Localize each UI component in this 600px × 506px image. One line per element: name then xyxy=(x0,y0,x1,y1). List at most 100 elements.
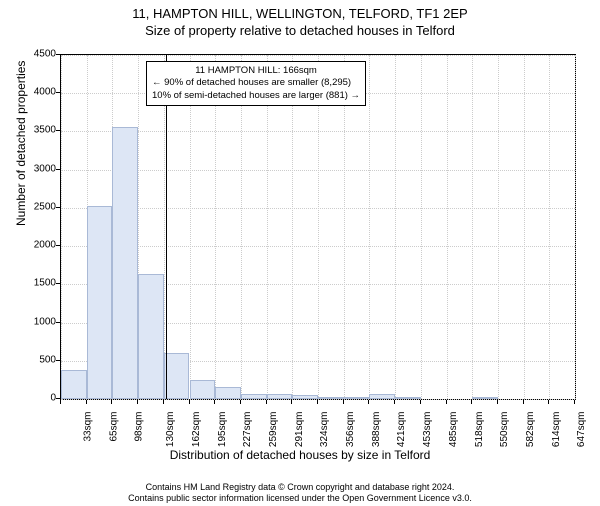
xtick-mark xyxy=(497,400,498,404)
histogram-bar xyxy=(472,397,498,399)
annotation-box: 11 HAMPTON HILL: 166sqm ← 90% of detache… xyxy=(146,61,366,106)
grid-line-v xyxy=(318,55,319,399)
xtick-mark xyxy=(214,400,215,404)
xtick-mark xyxy=(368,400,369,404)
xtick-label: 195sqm xyxy=(217,412,228,448)
xtick-mark xyxy=(394,400,395,404)
chart-title-sub: Size of property relative to detached ho… xyxy=(0,23,600,38)
xtick-label: 98sqm xyxy=(134,412,145,442)
xtick-mark xyxy=(548,400,549,404)
xtick-mark xyxy=(291,400,292,404)
plot-area: 11 HAMPTON HILL: 166sqm ← 90% of detache… xyxy=(60,54,576,400)
ytick-mark xyxy=(56,207,60,208)
xtick-mark xyxy=(446,400,447,404)
y-axis-label: Number of detached properties xyxy=(14,61,28,226)
footer: Contains HM Land Registry data © Crown c… xyxy=(0,482,600,504)
ytick-mark xyxy=(56,92,60,93)
xtick-mark xyxy=(163,400,164,404)
histogram-bar xyxy=(369,394,395,399)
histogram-bar xyxy=(138,274,164,399)
xtick-mark xyxy=(471,400,472,404)
grid-line-v xyxy=(241,55,242,399)
ytick-label: 4500 xyxy=(34,49,56,60)
histogram-bar xyxy=(344,397,370,399)
ytick-label: 2500 xyxy=(34,201,56,212)
xtick-label: 162sqm xyxy=(191,412,202,448)
xtick-mark xyxy=(189,400,190,404)
annotation-line3: 10% of semi-detached houses are larger (… xyxy=(152,90,360,102)
xtick-mark xyxy=(111,400,112,404)
xtick-label: 65sqm xyxy=(108,412,119,442)
ytick-label: 3000 xyxy=(34,163,56,174)
xtick-label: 550sqm xyxy=(499,412,510,448)
grid-line-v xyxy=(61,55,62,399)
xtick-mark xyxy=(86,400,87,404)
ytick-mark xyxy=(56,322,60,323)
xtick-mark xyxy=(240,400,241,404)
grid-line-v xyxy=(575,55,576,399)
xtick-label: 324sqm xyxy=(319,412,330,448)
xtick-label: 259sqm xyxy=(268,412,279,448)
xtick-label: 33sqm xyxy=(83,412,94,442)
xtick-label: 388sqm xyxy=(371,412,382,448)
histogram-bar xyxy=(87,206,113,399)
ytick-label: 3500 xyxy=(34,125,56,136)
grid-line-h xyxy=(61,399,575,400)
xtick-label: 453sqm xyxy=(422,412,433,448)
grid-line-v xyxy=(215,55,216,399)
annotation-line2: ← 90% of detached houses are smaller (8,… xyxy=(152,77,360,89)
xtick-label: 614sqm xyxy=(551,412,562,448)
ytick-label: 1000 xyxy=(34,316,56,327)
annotation-line1: 11 HAMPTON HILL: 166sqm xyxy=(152,65,360,77)
grid-line-v xyxy=(421,55,422,399)
ytick-mark xyxy=(56,169,60,170)
histogram-bar xyxy=(318,397,344,399)
xtick-label: 647sqm xyxy=(576,412,587,448)
xtick-mark xyxy=(317,400,318,404)
histogram-bar xyxy=(164,353,190,399)
grid-line-v xyxy=(524,55,525,399)
xtick-mark xyxy=(343,400,344,404)
histogram-bar xyxy=(215,387,241,399)
ytick-mark xyxy=(56,283,60,284)
xtick-label: 485sqm xyxy=(448,412,459,448)
ytick-mark xyxy=(56,360,60,361)
grid-line-v xyxy=(164,55,165,399)
xtick-label: 291sqm xyxy=(294,412,305,448)
xtick-label: 130sqm xyxy=(165,412,176,448)
xtick-mark xyxy=(420,400,421,404)
footer-line1: Contains HM Land Registry data © Crown c… xyxy=(0,482,600,493)
grid-line-v xyxy=(267,55,268,399)
x-axis-label: Distribution of detached houses by size … xyxy=(0,448,600,462)
xtick-label: 518sqm xyxy=(474,412,485,448)
xtick-mark xyxy=(266,400,267,404)
histogram-bar xyxy=(61,370,87,399)
xtick-mark xyxy=(137,400,138,404)
grid-line-v xyxy=(395,55,396,399)
xtick-label: 421sqm xyxy=(396,412,407,448)
histogram-bar xyxy=(292,395,318,399)
ytick-label: 1500 xyxy=(34,278,56,289)
grid-line-v xyxy=(498,55,499,399)
grid-line-v xyxy=(190,55,191,399)
grid-line-v xyxy=(549,55,550,399)
ytick-mark xyxy=(56,130,60,131)
histogram-bar xyxy=(267,394,293,399)
chart-title-main: 11, HAMPTON HILL, WELLINGTON, TELFORD, T… xyxy=(0,6,600,21)
ytick-mark xyxy=(56,398,60,399)
xtick-label: 582sqm xyxy=(525,412,536,448)
histogram-bar xyxy=(241,394,267,399)
footer-line2: Contains public sector information licen… xyxy=(0,493,600,504)
grid-line-v xyxy=(292,55,293,399)
grid-line-v xyxy=(472,55,473,399)
ytick-label: 2000 xyxy=(34,240,56,251)
grid-line-v xyxy=(447,55,448,399)
xtick-mark xyxy=(523,400,524,404)
histogram-bar xyxy=(190,380,216,399)
histogram-bar xyxy=(395,397,421,399)
grid-line-v xyxy=(369,55,370,399)
xtick-mark xyxy=(574,400,575,404)
property-marker-line xyxy=(166,55,167,399)
xtick-mark xyxy=(60,400,61,404)
xtick-label: 227sqm xyxy=(242,412,253,448)
